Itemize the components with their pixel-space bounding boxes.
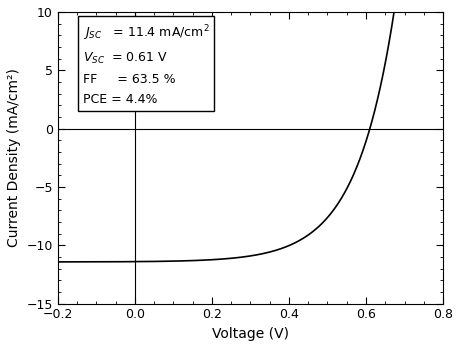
Text: $J_{SC}$   = 11.4 mA/cm$^2$
$V_{SC}$  = 0.61 V
FF     = 63.5 %
PCE = 4.4%: $J_{SC}$ = 11.4 mA/cm$^2$ $V_{SC}$ = 0.6…	[83, 24, 209, 106]
Y-axis label: Current Density (mA/cm²): Current Density (mA/cm²)	[7, 68, 21, 247]
X-axis label: Voltage (V): Voltage (V)	[212, 327, 288, 341]
